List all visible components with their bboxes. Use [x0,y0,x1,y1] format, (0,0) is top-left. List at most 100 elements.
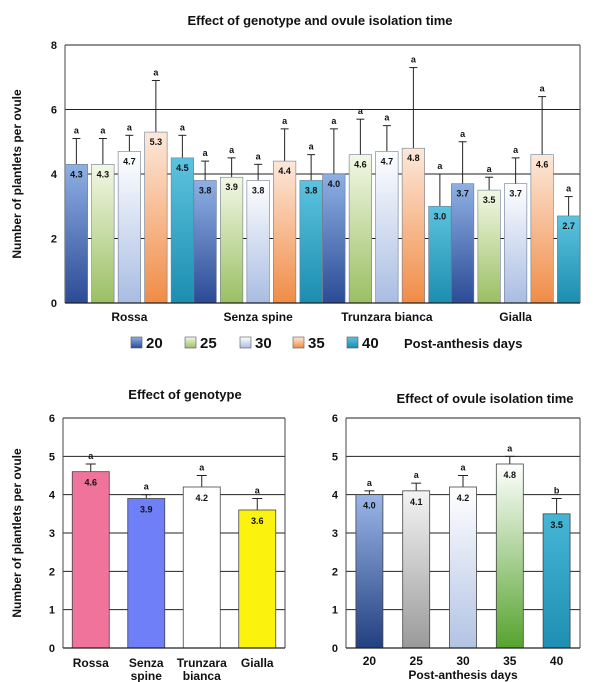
significance-letter: a [507,443,513,453]
significance-letter: a [513,145,519,155]
x-tick-label: Rossa [111,310,147,324]
data-label: 3.8 [252,185,265,195]
y-tick-label: 6 [49,413,55,425]
isolation-time-chart: Effect of ovule isolation time 0 1 2 3 4 5 6 a 4.… [332,391,581,682]
bar [238,509,277,649]
data-label: 4.1 [410,497,423,507]
y-tick-label: 4 [49,490,56,502]
x-tick-label: 20 [363,654,377,668]
bar [449,486,477,649]
genotype-time-chart: Effect of genotype and ovule isolation t… [10,13,581,352]
y-tick-label: 6 [51,105,57,117]
data-label: 4.7 [381,156,394,166]
significance-letter: a [144,482,150,492]
bar [170,157,194,304]
x-tick-label: 40 [550,654,564,668]
bar [127,498,166,649]
data-label: 3.7 [509,189,522,199]
data-label: 3.7 [456,189,469,199]
data-label: 4.6 [84,478,97,488]
x-tick-label: spine [131,669,163,682]
bar [246,180,270,304]
x-tick-label: bianca [183,669,221,682]
significance-letter: a [358,106,364,116]
y-tick-label: 0 [332,643,338,655]
significance-letter: a [540,84,546,94]
y-tick-label: 0 [51,298,57,310]
x-tick-label: 25 [410,654,424,668]
x-tick-label: 35 [503,654,517,668]
bar [348,154,372,304]
data-label: 4.8 [504,470,517,480]
data-label: 3.8 [199,185,212,195]
data-label: 4.4 [278,166,291,176]
significance-letter: a [256,151,262,161]
bar [182,486,221,649]
x-tick-label: Senza [129,656,164,670]
bar [71,471,110,649]
data-label: 2.7 [562,221,575,231]
y-tick-label: 2 [49,566,55,578]
legend-label: 30 [255,335,272,352]
data-label: 3.8 [305,185,318,195]
significance-letter: a [74,126,80,136]
x-tick-label: Gialla [499,310,532,324]
data-label: 3.5 [550,520,563,530]
data-label: 4.0 [363,501,376,511]
legend-swatch [239,336,252,349]
legend-swatch [184,336,197,349]
x-tick-label: Rossa [73,656,109,670]
significance-letter: a [414,470,420,480]
data-label: 4.7 [123,156,136,166]
data-label: 3.5 [483,195,496,205]
significance-letter: a [487,164,493,174]
data-label: 3.9 [225,182,238,192]
y-tick-label: 3 [332,528,338,540]
significance-letter: a [411,55,417,65]
y-tick-label: 1 [332,605,338,617]
significance-letter: a [367,478,373,488]
y-tick-label: 1 [49,605,55,617]
data-label: 3.6 [251,516,264,526]
legend-swatch [130,336,143,349]
significance-letter: a [88,451,94,461]
bar [322,173,346,304]
bar [91,164,115,304]
significance-letter: a [282,116,288,126]
significance-letter: a [566,184,572,194]
bar [355,494,384,649]
significance-letter: a [127,122,133,132]
bar [220,176,244,304]
legend-swatch [346,336,359,349]
legend-swatch [292,336,305,349]
bar [451,183,475,304]
significance-letter: a [331,116,337,126]
significance-letter: a [203,148,209,158]
data-label: 4.2 [457,493,470,503]
significance-letter: b [554,486,560,496]
genotype-chart: Effect of genotype 0 1 2 3 4 5 6 Number of plant… [10,387,286,682]
legend-label: 25 [200,335,217,352]
data-label: 4.6 [536,160,549,170]
data-label: 4.6 [354,160,367,170]
x-tick-label: Senza spine [223,310,293,324]
y-tick-label: 3 [49,528,55,540]
significance-letter: a [153,67,159,77]
legend-caption: Post-anthesis days [404,336,523,351]
x-tick-label: Trunzara bianca [341,310,433,324]
data-label: 5.3 [150,137,163,147]
legend-label: 40 [362,335,379,352]
chart-title: Effect of genotype and ovule isolation t… [187,13,452,28]
bar [402,490,431,649]
x-tick-label: Trunzara [177,656,227,670]
x-tick-label: 30 [456,654,470,668]
data-label: 4.2 [195,493,208,503]
bar [64,164,88,304]
y-axis-label: Number of plantlets per ovule [10,89,24,259]
bar [117,151,141,304]
chart-title: Effect of genotype [128,387,241,402]
significance-letter: a [437,161,443,171]
data-label: 4.8 [407,153,420,163]
significance-letter: a [100,126,106,136]
